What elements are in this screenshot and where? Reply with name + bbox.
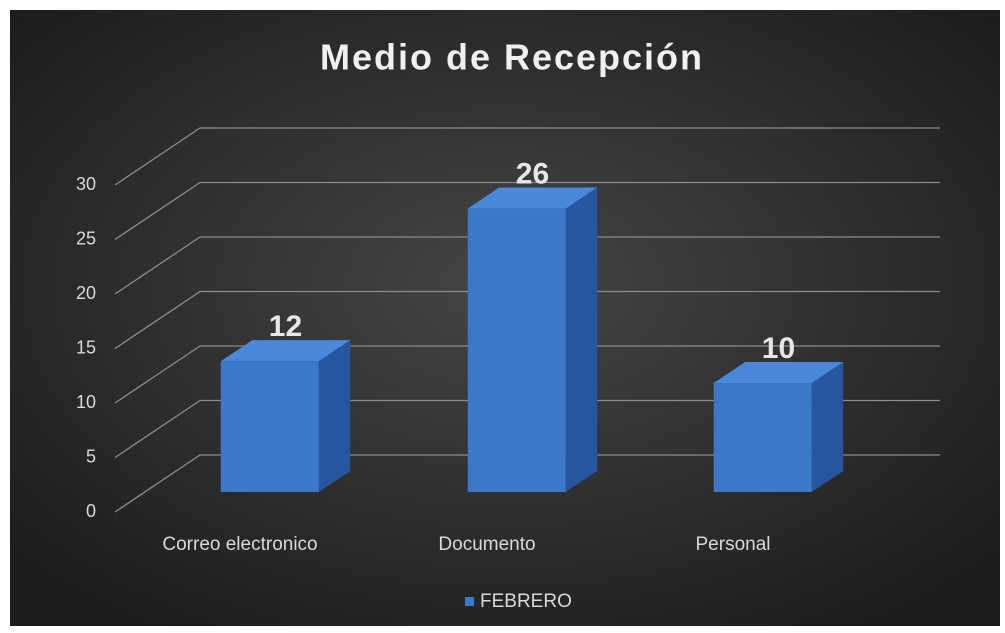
grid-line bbox=[114, 454, 940, 513]
x-tick-label: Correo electronico bbox=[162, 534, 317, 555]
y-tick-label: 20 bbox=[76, 283, 96, 303]
data-label: 12 bbox=[269, 310, 302, 343]
grid-line bbox=[114, 181, 940, 241]
y-tick-label: 0 bbox=[86, 501, 96, 521]
y-tick-label: 10 bbox=[76, 392, 96, 412]
bar bbox=[220, 340, 351, 493]
y-tick-label: 15 bbox=[76, 337, 96, 357]
bar-side bbox=[318, 340, 351, 493]
grid-line bbox=[114, 127, 940, 186]
legend-label: FEBRERO bbox=[480, 591, 572, 612]
bar-side bbox=[811, 361, 844, 493]
bar-top bbox=[467, 187, 598, 209]
bar bbox=[713, 361, 844, 493]
grid-line bbox=[114, 345, 940, 404]
y-tick-label: 25 bbox=[76, 228, 96, 248]
data-label: 10 bbox=[762, 332, 795, 365]
bar-front bbox=[467, 208, 566, 493]
legend-marker bbox=[465, 597, 474, 606]
bar-front bbox=[713, 383, 812, 493]
bar bbox=[467, 187, 598, 493]
y-tick-label: 30 bbox=[76, 174, 96, 194]
x-tick-label: Personal bbox=[696, 534, 771, 555]
bar-side bbox=[565, 187, 598, 493]
data-label: 26 bbox=[516, 157, 549, 190]
y-tick-label: 5 bbox=[86, 446, 96, 466]
bar-front bbox=[220, 361, 319, 493]
grid-line bbox=[114, 399, 940, 459]
grid-line bbox=[114, 290, 940, 350]
x-tick-label: Documento bbox=[438, 534, 535, 555]
chart-title: Medio de Recepción bbox=[320, 37, 704, 78]
grid-line bbox=[114, 236, 940, 295]
bar-top bbox=[713, 361, 844, 384]
bar-top bbox=[220, 340, 351, 362]
